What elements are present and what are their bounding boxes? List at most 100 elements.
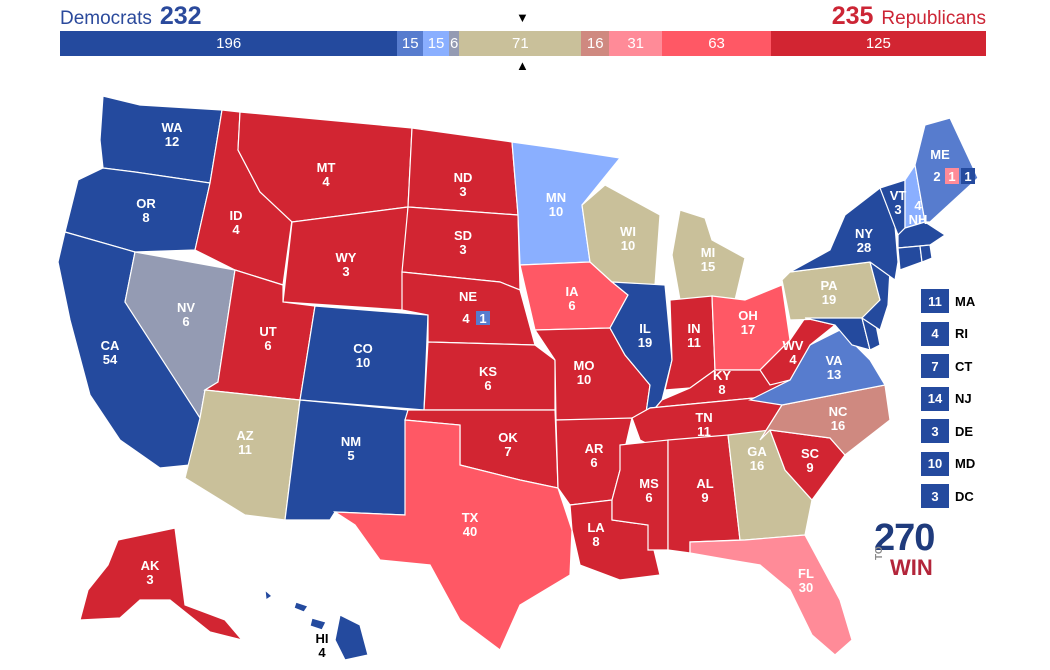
state-AK[interactable] [79, 527, 244, 642]
svg-text:3: 3 [894, 202, 901, 217]
svg-text:ID: ID [230, 208, 243, 223]
bar-segment-tossup: 71 [459, 31, 582, 56]
label-MT: MT4 [317, 160, 336, 189]
svg-text:13: 13 [827, 367, 841, 382]
state-MI[interactable] [671, 209, 746, 301]
small-state-name: DC [955, 488, 974, 504]
small-state-ev-box[interactable]: 7 [921, 354, 949, 378]
state-RI[interactable] [919, 244, 933, 263]
small-state-ct[interactable]: 7 CT [921, 354, 972, 378]
svg-text:ME: ME [930, 147, 950, 162]
270towin-logo: 270 TO WIN [872, 518, 944, 582]
state-CT[interactable] [897, 245, 923, 271]
bar-segment-likely_dem: 15 [397, 31, 424, 56]
svg-text:VT: VT [890, 188, 907, 203]
small-state-ev-box[interactable]: 3 [921, 484, 949, 508]
logo-number: 270 [874, 517, 935, 559]
svg-text:6: 6 [182, 314, 189, 329]
small-state-ev-box[interactable]: 4 [921, 321, 949, 346]
svg-text:8: 8 [718, 382, 725, 397]
small-state-name: DE [955, 423, 974, 439]
svg-text:NM: NM [341, 434, 361, 449]
label-IA: IA6 [566, 284, 580, 313]
state-HI-islands[interactable] [264, 588, 327, 631]
label-SD: SD3 [454, 228, 472, 257]
svg-text:4: 4 [462, 311, 470, 326]
svg-text:CA: CA [101, 338, 120, 353]
svg-text:MS: MS [639, 476, 659, 491]
svg-text:SC: SC [801, 446, 820, 461]
svg-text:17: 17 [741, 322, 755, 337]
small-state-ev-box[interactable]: 14 [921, 386, 949, 411]
svg-text:HI: HI [316, 631, 329, 646]
small-state-ev-box[interactable]: 10 [921, 451, 949, 476]
svg-text:WV: WV [783, 338, 804, 353]
small-state-ev-box[interactable]: 11 [921, 289, 949, 313]
state-IL[interactable] [609, 281, 673, 422]
democrats-label: Democrats [60, 8, 152, 29]
svg-text:TN: TN [695, 410, 712, 425]
svg-text:AR: AR [585, 441, 604, 456]
label-LA: LA8 [587, 520, 605, 549]
label-OK: OK7 [498, 430, 518, 459]
svg-text:30: 30 [799, 580, 813, 595]
state-TX[interactable] [332, 419, 573, 651]
svg-text:10: 10 [577, 372, 591, 387]
small-state-md[interactable]: 10 MD [921, 451, 976, 476]
svg-text:3: 3 [342, 264, 349, 279]
label-HI: HI4 [316, 631, 329, 660]
svg-text:4: 4 [322, 174, 330, 189]
small-state-nj[interactable]: 14 NJ [921, 386, 972, 411]
label-ID: ID4 [230, 208, 243, 237]
svg-text:NV: NV [177, 300, 195, 315]
svg-text:KS: KS [479, 364, 497, 379]
svg-text:OH: OH [738, 308, 758, 323]
svg-text:SD: SD [454, 228, 472, 243]
bar-segment-tilt_rep: 16 [581, 31, 610, 56]
270-marker-top-icon: ▼ [516, 10, 529, 25]
state-FL[interactable] [689, 534, 853, 656]
republicans-ev-count: 235 [831, 2, 874, 30]
state-HI[interactable] [334, 614, 369, 661]
svg-text:8: 8 [592, 534, 599, 549]
svg-text:4: 4 [789, 352, 797, 367]
small-state-ri[interactable]: 4 RI [921, 321, 968, 346]
small-state-name: MD [955, 456, 976, 471]
svg-text:6: 6 [590, 455, 597, 470]
small-state-ma[interactable]: 11 MA [921, 289, 975, 313]
small-state-de[interactable]: 3 DE [921, 419, 973, 443]
svg-text:IN: IN [688, 321, 701, 336]
svg-text:1: 1 [964, 169, 971, 184]
state-MD[interactable] [804, 317, 871, 351]
small-state-dc[interactable]: 3 DC [921, 484, 974, 508]
svg-text:UT: UT [259, 324, 276, 339]
svg-text:6: 6 [264, 338, 271, 353]
svg-text:1: 1 [479, 311, 486, 326]
state-WV[interactable] [759, 317, 837, 386]
svg-text:40: 40 [463, 524, 477, 539]
svg-text:WY: WY [336, 250, 357, 265]
svg-text:3: 3 [459, 184, 466, 199]
democrats-total: Democrats 232 [60, 2, 202, 31]
state-OR[interactable] [64, 167, 211, 253]
svg-text:6: 6 [484, 378, 491, 393]
republicans-label: Republicans [881, 8, 986, 29]
svg-text:10: 10 [549, 204, 563, 219]
svg-text:4: 4 [914, 198, 922, 213]
svg-text:5: 5 [347, 448, 354, 463]
small-state-ev-box[interactable]: 3 [921, 419, 949, 443]
svg-text:6: 6 [568, 298, 575, 313]
label-SC: SC9 [801, 446, 820, 475]
